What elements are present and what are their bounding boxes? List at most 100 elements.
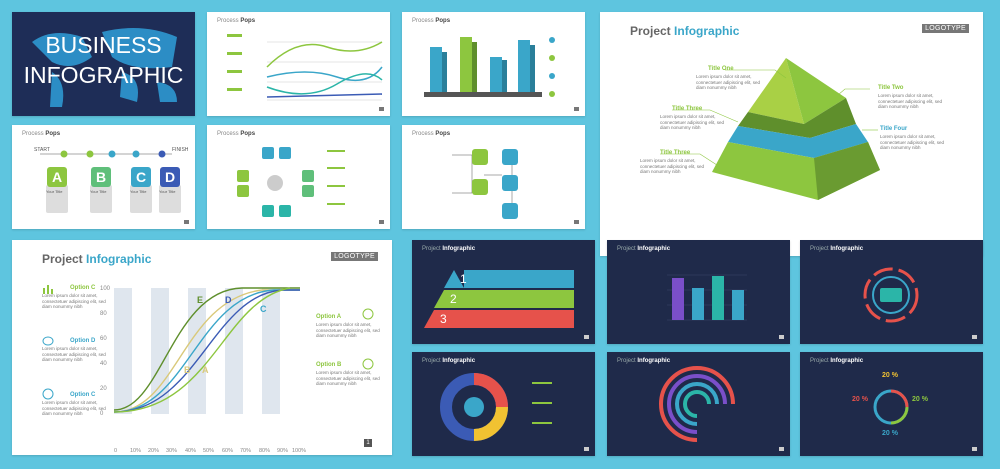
slide-hex-diagram[interactable]: Process Pops [207, 125, 390, 229]
world-map-icon [32, 28, 177, 107]
y-tick: 20 [100, 386, 107, 392]
x-tick: 60% [222, 448, 234, 454]
slide-title: Project Infographic [810, 358, 864, 364]
page-number: 1 [364, 439, 372, 447]
percent-label: 20 % [912, 396, 928, 403]
x-tick: 0 [114, 448, 118, 454]
brain-icon [42, 336, 54, 346]
slide-line-chart[interactable]: Process Pops [207, 12, 390, 116]
slide-title: Project Infographic [422, 246, 476, 252]
radial-diagram [863, 267, 919, 323]
share-icon [362, 358, 374, 370]
right-option-b-body: Lorem ipsum dolor sit amet, consectetuer… [316, 370, 380, 386]
label-body-four: Lorem ipsum dolor sit amet, connectetuer… [880, 134, 945, 150]
slide-dark-bar-chart[interactable]: Project Infographic [607, 240, 790, 344]
arc-chart [659, 366, 735, 442]
slide-dark-donut[interactable]: Project Infographic [412, 352, 595, 456]
pyramid-chart [660, 58, 880, 200]
step-caption: Your Title [46, 189, 63, 194]
slide-bar-chart[interactable]: Process Pops [402, 12, 585, 116]
x-tick: 100% [292, 448, 307, 454]
line-chart [227, 34, 383, 101]
label-body-one: Lorem ipsum dolor sit amet, connectetuer… [696, 74, 761, 90]
page-number [379, 220, 384, 224]
x-tick: 70% [240, 448, 252, 454]
page-number [574, 107, 579, 111]
start-label: START [34, 147, 50, 153]
slide-dark-pyramid[interactable]: Project Infographic 1 2 3 [412, 240, 595, 344]
slide-steps[interactable]: Process Pops START FINISH A B C D Your T… [12, 125, 195, 229]
slide-title: Project Infographic [810, 246, 864, 252]
x-tick: 20% [148, 448, 160, 454]
label-title-two: Title Two [878, 85, 904, 91]
timeline [40, 150, 172, 158]
slide-business-infographic[interactable]: BUSINESS INFOGRAPHIC [12, 12, 195, 116]
y-tick: 80 [100, 311, 107, 317]
hero-title-line2: INFOGRAPHIC [23, 62, 184, 88]
hero-title-line1: BUSINESS [45, 32, 162, 58]
page-number [574, 220, 579, 224]
slide-dark-percent[interactable]: Project Infographic 20 % 20 % 20 % 20 % [800, 352, 983, 456]
label-title-three: Title Three [672, 106, 703, 112]
label-title-five: Title Three [660, 150, 691, 156]
label-body-three: Lorem ipsum dolor sit amet, connectetuer… [660, 114, 725, 130]
left-option-3-body: Lorem ipsum dolor sit amet, consectetuer… [42, 400, 106, 416]
slide-flow-diagram[interactable]: Process Pops [402, 125, 585, 229]
slide-dark-arcs[interactable]: Project Infographic [607, 352, 790, 456]
curve-label-d: D [225, 295, 232, 305]
slide-s-curve[interactable]: Project Infographic LOGOTYPE 1 Option C … [12, 240, 392, 455]
left-option-2-title: Option D [70, 338, 96, 344]
finish-label: FINISH [172, 147, 189, 153]
percent-label: 20 % [882, 430, 898, 437]
percent-label: 20 % [852, 396, 868, 403]
slide-title: Process Pops [217, 18, 256, 24]
pyramid-steps [424, 270, 574, 328]
curve-label-b: B [184, 365, 191, 375]
left-option-2-body: Lorem ipsum dolor sit amet, consectetuer… [42, 346, 106, 362]
step-b: B [91, 167, 111, 187]
right-option-a-title: Option A [316, 314, 342, 320]
label-title-four: Title Four [880, 126, 908, 132]
x-tick: 30% [166, 448, 178, 454]
slide-pyramid[interactable]: Project Infographic LOGOTYPE Title One L… [600, 12, 983, 256]
step-number-2: 2 [450, 292, 457, 306]
label-body-two: Lorem ipsum dolor sit amet, connectetuer… [878, 93, 943, 109]
slide-title: Process Pops [22, 131, 61, 137]
dollar-icon [42, 388, 54, 400]
curve-label-e: E [197, 295, 204, 305]
step-card [46, 185, 68, 213]
slide-title: Project Infographic [617, 358, 671, 364]
y-tick: 40 [100, 361, 107, 367]
slide-dark-radial[interactable]: Project Infographic [800, 240, 983, 344]
page-number [779, 335, 784, 339]
label-title-one: Title One [708, 66, 734, 72]
page-number [184, 220, 189, 224]
hex-diagram [237, 147, 345, 217]
left-option-1-body: Lorem ipsum dolor sit amet, consectetuer… [42, 293, 106, 309]
slide-title: Process Pops [412, 18, 451, 24]
y-tick: 100 [100, 286, 111, 292]
slide-title: Process Pops [217, 131, 256, 137]
page-number [972, 447, 977, 451]
page-number [972, 335, 977, 339]
y-tick: 0 [100, 411, 104, 417]
slide-title: Process Pops [412, 131, 451, 137]
page-number [584, 335, 589, 339]
left-option-1-title: Option C [70, 285, 96, 291]
step-caption: Your Title [130, 189, 147, 194]
slide-title: Project Infographic [630, 24, 740, 38]
logotype: LOGOTYPE [331, 252, 378, 261]
bar-chart [667, 274, 747, 321]
x-tick: 40% [185, 448, 197, 454]
step-card [130, 185, 152, 213]
logotype: LOGOTYPE [922, 24, 969, 33]
x-tick: 50% [203, 448, 215, 454]
page-number [379, 107, 384, 111]
x-tick: 80% [259, 448, 271, 454]
step-caption: Your Title [90, 189, 107, 194]
page-number [584, 447, 589, 451]
bar-chart [424, 37, 555, 97]
percent-ring [873, 389, 909, 425]
donut-chart [440, 373, 552, 441]
y-tick: 60 [100, 336, 107, 342]
